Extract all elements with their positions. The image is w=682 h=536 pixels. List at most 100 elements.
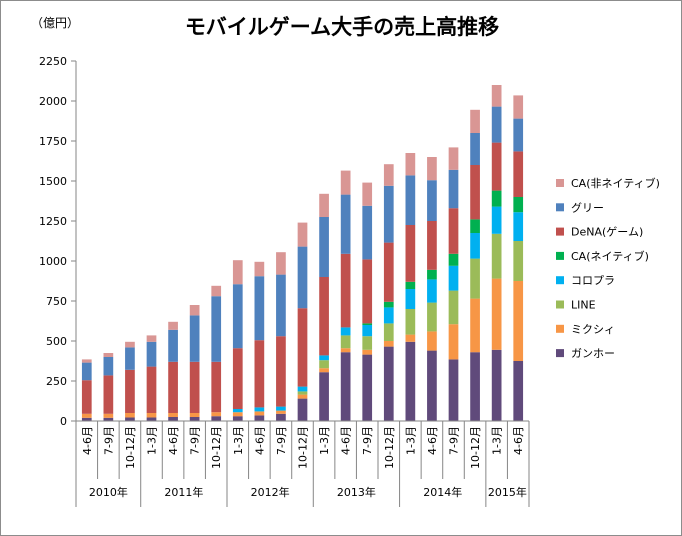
bar-segment-1-6 bbox=[211, 412, 222, 417]
bar-segment-5-15 bbox=[405, 225, 416, 282]
bar-segment-7-3 bbox=[146, 335, 157, 342]
bar-segment-0-15 bbox=[405, 341, 416, 421]
year-label: 2011年 bbox=[164, 485, 203, 499]
y-tick-label: 1500 bbox=[39, 175, 67, 188]
legend-label-4: CA(ネイティブ) bbox=[571, 249, 649, 263]
unit-label: （億円） bbox=[31, 16, 79, 30]
bar-segment-2-16 bbox=[427, 302, 437, 332]
x-category-label: 4-6月 bbox=[512, 426, 525, 455]
y-tick-label: 250 bbox=[46, 375, 67, 388]
bar-segment-5-13 bbox=[362, 259, 373, 324]
x-category-label: 1-3月 bbox=[404, 426, 417, 455]
x-category-label: 4-6月 bbox=[426, 426, 439, 455]
bar-segment-0-10 bbox=[297, 398, 308, 421]
bar-segment-6-0 bbox=[81, 362, 92, 381]
x-category-label: 1-3月 bbox=[318, 426, 331, 455]
legend-label-3: コロプラ bbox=[571, 274, 615, 287]
bar-segment-2-20 bbox=[513, 241, 524, 281]
y-tick-label: 1750 bbox=[39, 135, 67, 148]
bar-segment-5-0 bbox=[81, 380, 92, 414]
bar-segment-0-4 bbox=[168, 417, 178, 421]
bar-segment-4-19 bbox=[491, 190, 502, 207]
x-category-label: 1-3月 bbox=[491, 426, 504, 455]
x-category-label: 7-9月 bbox=[448, 426, 461, 455]
x-axis: 4-6月 7-9月 10-12月 1-3月 4-6月 7-9月 10-12月 1-3月 4-6月… bbox=[75, 420, 530, 507]
bar-segment-5-4 bbox=[168, 361, 178, 413]
bar-segment-1-5 bbox=[189, 413, 200, 417]
bar-segment-1-12 bbox=[340, 348, 351, 353]
bar-segment-4-15 bbox=[405, 281, 416, 289]
legend-swatch-4 bbox=[556, 251, 564, 260]
bar-segment-3-18 bbox=[470, 233, 480, 259]
bar-segment-6-9 bbox=[276, 274, 286, 337]
bar-segment-0-1 bbox=[103, 417, 114, 421]
bar-segment-4-16 bbox=[427, 269, 437, 280]
legend: CA(非ネイティブ) グリー DeNA(ゲーム) CA(ネイティブ) コロプラ LINE ミ… bbox=[556, 176, 660, 360]
bar-segment-0-9 bbox=[276, 413, 286, 421]
legend-swatch-6 bbox=[556, 203, 564, 212]
x-category-label: 10-12月 bbox=[383, 426, 396, 469]
bar-segment-5-9 bbox=[276, 336, 286, 407]
bar-segment-3-17 bbox=[448, 265, 459, 291]
bar-segment-5-20 bbox=[513, 151, 524, 197]
bar-segment-6-4 bbox=[168, 329, 178, 362]
bar-segment-1-17 bbox=[448, 324, 459, 360]
bar-segment-7-9 bbox=[276, 252, 286, 275]
legend-swatch-3 bbox=[556, 276, 564, 285]
legend-label-1: ミクシィ bbox=[571, 323, 615, 336]
x-category-label: 4-6月 bbox=[81, 426, 94, 455]
legend-swatch-2 bbox=[556, 300, 564, 309]
bar-segment-1-3 bbox=[146, 413, 157, 418]
legend-swatch-1 bbox=[556, 324, 564, 333]
bar-segment-7-4 bbox=[168, 321, 178, 330]
bar-segment-1-15 bbox=[405, 334, 416, 342]
bar-segment-7-19 bbox=[491, 85, 502, 107]
y-tick-label: 1250 bbox=[39, 215, 67, 228]
bar-segment-5-5 bbox=[189, 361, 200, 413]
bar-segment-2-10 bbox=[297, 391, 308, 395]
x-category-label: 7-9月 bbox=[275, 426, 288, 455]
bar-segment-3-14 bbox=[383, 307, 394, 324]
bar-segment-6-3 bbox=[146, 341, 157, 367]
bar-segment-1-18 bbox=[470, 298, 480, 353]
bar-segment-5-16 bbox=[427, 221, 437, 270]
bar-segment-7-8 bbox=[254, 261, 265, 277]
bar-segment-7-20 bbox=[513, 95, 524, 119]
year-label: 2015年 bbox=[488, 485, 527, 499]
y-tick-label: 2250 bbox=[39, 55, 67, 68]
bar-segment-4-17 bbox=[448, 253, 459, 266]
bar-segment-1-7 bbox=[232, 412, 243, 417]
bar-segment-5-1 bbox=[103, 375, 114, 414]
bar-segment-6-1 bbox=[103, 357, 114, 376]
x-category-label: 4-6月 bbox=[253, 426, 266, 455]
bar-segment-7-1 bbox=[103, 353, 114, 357]
bar-segment-2-15 bbox=[405, 309, 416, 335]
legend-swatch-0 bbox=[556, 349, 564, 358]
bar-segment-3-16 bbox=[427, 279, 437, 303]
bar-segment-6-11 bbox=[319, 217, 329, 277]
bar-segment-7-5 bbox=[189, 305, 200, 316]
bar-segment-3-19 bbox=[491, 206, 502, 234]
bar-segment-6-13 bbox=[362, 205, 373, 260]
bar-segment-5-10 bbox=[297, 308, 308, 387]
x-category-label: 7-9月 bbox=[102, 426, 115, 455]
bar-segment-6-20 bbox=[513, 118, 524, 152]
bar-segment-7-6 bbox=[211, 285, 222, 297]
bar-segment-0-17 bbox=[448, 359, 459, 421]
bar-segment-4-13 bbox=[362, 323, 373, 325]
y-tick-label: 500 bbox=[46, 335, 67, 348]
bar-segment-5-7 bbox=[232, 348, 243, 409]
bar-segment-3-15 bbox=[405, 289, 416, 309]
bar-segment-0-13 bbox=[362, 354, 373, 421]
bar-segment-7-18 bbox=[470, 109, 480, 133]
bar-segment-7-7 bbox=[232, 260, 243, 285]
legend-label-2: LINE bbox=[571, 299, 596, 312]
bar-segment-1-16 bbox=[427, 331, 437, 351]
x-category-label: 10-12月 bbox=[124, 426, 137, 469]
year-label: 2014年 bbox=[423, 485, 462, 499]
bar-segment-3-12 bbox=[340, 327, 351, 336]
bar-segment-1-14 bbox=[383, 341, 394, 347]
bar-segment-1-8 bbox=[254, 411, 265, 416]
bar-segment-1-13 bbox=[362, 349, 373, 355]
